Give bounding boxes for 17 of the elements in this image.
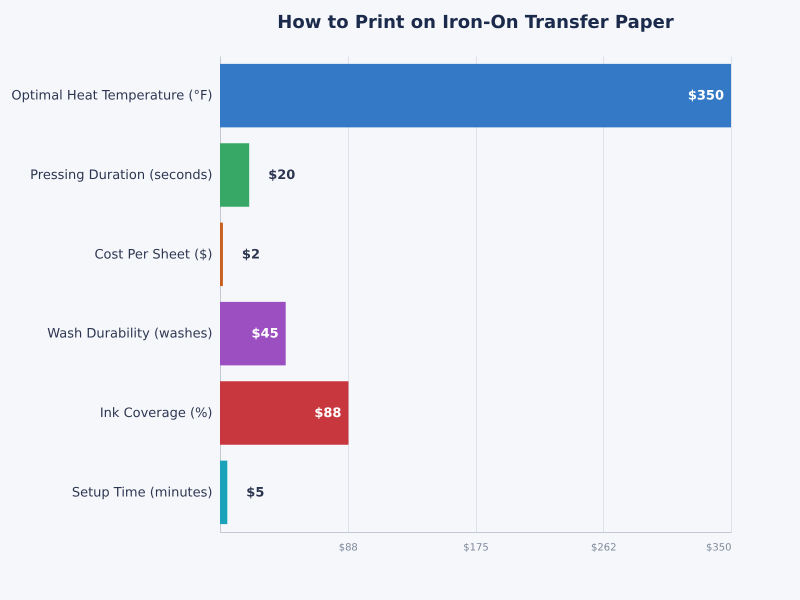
y-tick-label: Pressing Duration (seconds) bbox=[30, 168, 212, 183]
data-label: $2 bbox=[242, 247, 260, 262]
chart-title: How to Print on Iron-On Transfer Paper bbox=[277, 12, 674, 33]
x-tick-label: $175 bbox=[463, 542, 489, 554]
x-tick-label: $262 bbox=[591, 542, 616, 554]
data-label: $45 bbox=[252, 326, 279, 342]
data-label: $350 bbox=[688, 88, 724, 104]
y-tick-label: Cost Per Sheet ($) bbox=[94, 247, 212, 262]
data-label: $5 bbox=[246, 485, 264, 500]
data-label: $20 bbox=[268, 168, 296, 183]
x-tick-label: $88 bbox=[338, 542, 358, 554]
y-tick-label: Setup Time (minutes) bbox=[72, 485, 212, 500]
y-tick-label: Wash Durability (washes) bbox=[47, 326, 212, 342]
y-tick-label: Ink Coverage (%) bbox=[100, 406, 212, 421]
x-tick-label: $350 bbox=[706, 542, 732, 554]
data-label: $88 bbox=[314, 406, 342, 421]
y-tick-label: Optimal Heat Temperature (°F) bbox=[11, 88, 212, 104]
